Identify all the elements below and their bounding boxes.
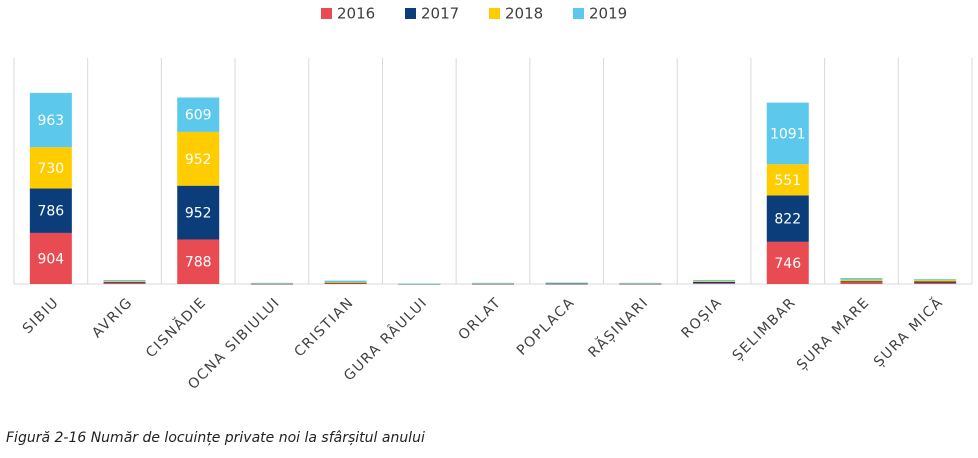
legend-label: 2019 <box>589 5 627 23</box>
legend-swatch <box>573 8 584 19</box>
bar-segment <box>29 92 72 148</box>
x-tick-label: ȘURA MARE <box>794 294 873 373</box>
bar-segment <box>840 281 883 283</box>
bar-segment <box>324 282 367 283</box>
bar-segment <box>693 281 736 282</box>
data-label: 746 <box>774 256 801 272</box>
bar-segment <box>766 164 809 196</box>
legend-swatch <box>321 8 332 19</box>
bar-segment <box>324 280 367 283</box>
x-tick-label: POPLACA <box>514 294 579 359</box>
x-tick-label: CRISTIAN <box>291 294 357 360</box>
bar-segment <box>103 280 146 282</box>
x-tick-label: ȘELIMBAR <box>730 294 800 364</box>
bar-segment <box>914 279 957 280</box>
x-tick-label: ORLAT <box>456 294 505 343</box>
legend-label: 2016 <box>337 5 375 23</box>
bar-segment <box>250 282 293 284</box>
data-label: 822 <box>774 212 801 228</box>
bar-segment <box>177 97 220 132</box>
bar-segment <box>177 131 220 186</box>
bar-segment <box>177 185 220 240</box>
data-label: 730 <box>37 161 64 177</box>
x-tick-label: CISNĂDIE <box>142 293 210 361</box>
bar-segment <box>29 188 72 233</box>
data-label: 1091 <box>770 126 806 142</box>
bar-segment <box>29 147 72 189</box>
bar-segment <box>766 241 809 284</box>
legend-swatch <box>405 8 416 19</box>
bar-segment <box>766 102 809 165</box>
x-tick-label: AVRIG <box>89 294 136 341</box>
x-tick-label: ȘURA MICĂ <box>869 293 946 370</box>
bar-segment <box>619 282 662 284</box>
data-label: 786 <box>37 204 64 220</box>
bar-segment <box>545 282 588 284</box>
x-tick-label: RĂȘINARI <box>584 293 652 361</box>
bar-segment <box>693 281 736 284</box>
bar-segment <box>103 282 146 283</box>
bar-segment <box>398 283 441 285</box>
bar-segment <box>177 239 220 284</box>
bar-segment <box>103 281 146 283</box>
bar-segment <box>840 282 883 284</box>
data-label: 963 <box>37 113 64 129</box>
caption: Figură 2-16 Număr de locuințe private no… <box>6 430 425 446</box>
legend-label: 2017 <box>421 5 459 23</box>
bar-segment <box>472 282 514 284</box>
bar-segment <box>693 280 736 282</box>
data-label: 609 <box>185 108 212 124</box>
data-label: 551 <box>774 173 801 189</box>
x-tick-label: SIBIU <box>20 294 63 337</box>
bar-segment <box>914 282 957 284</box>
bar-segment <box>914 279 957 282</box>
legend-label: 2018 <box>505 5 543 23</box>
data-label: 904 <box>37 251 64 267</box>
bar-segment <box>29 232 72 284</box>
data-label: 952 <box>185 206 212 222</box>
bar-segment <box>766 195 809 242</box>
legend-swatch <box>489 8 500 19</box>
bar-segment <box>545 283 588 285</box>
bar-segment <box>840 279 883 282</box>
bar-segment <box>324 282 367 284</box>
bar-segment <box>103 282 146 284</box>
data-label: 952 <box>185 152 212 168</box>
bar-segment <box>840 278 883 280</box>
bar-segment <box>914 281 957 283</box>
data-label: 788 <box>185 255 212 271</box>
x-tick-label: ROȘIA <box>678 294 725 341</box>
bar-segment <box>693 283 736 284</box>
bar-segment <box>324 283 367 284</box>
